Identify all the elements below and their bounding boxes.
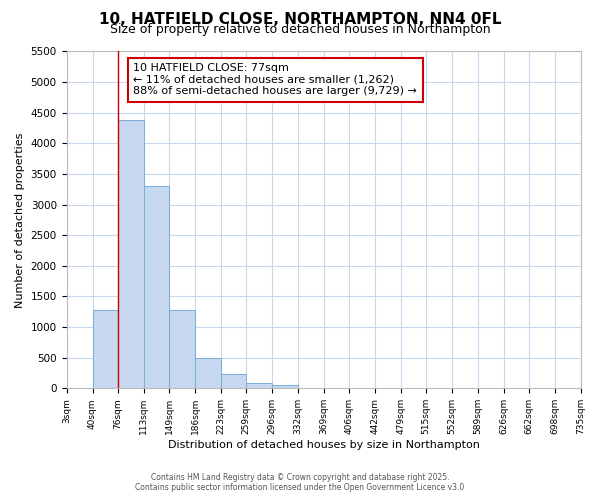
Bar (272, 386, 298, 388)
Bar (169, 310, 195, 388)
Bar (118, 120, 144, 388)
Text: Size of property relative to detached houses in Northampton: Size of property relative to detached ho… (110, 22, 490, 36)
Bar (195, 358, 221, 388)
Bar (246, 383, 272, 388)
Bar (221, 374, 246, 388)
Bar (92, 310, 118, 388)
Bar (144, 186, 169, 388)
Y-axis label: Number of detached properties: Number of detached properties (15, 132, 25, 308)
Text: 10, HATFIELD CLOSE, NORTHAMPTON, NN4 0FL: 10, HATFIELD CLOSE, NORTHAMPTON, NN4 0FL (99, 12, 501, 28)
Text: Contains HM Land Registry data © Crown copyright and database right 2025.
Contai: Contains HM Land Registry data © Crown c… (136, 473, 464, 492)
X-axis label: Distribution of detached houses by size in Northampton: Distribution of detached houses by size … (167, 440, 479, 450)
Text: 10 HATFIELD CLOSE: 77sqm
← 11% of detached houses are smaller (1,262)
88% of sem: 10 HATFIELD CLOSE: 77sqm ← 11% of detach… (133, 64, 417, 96)
